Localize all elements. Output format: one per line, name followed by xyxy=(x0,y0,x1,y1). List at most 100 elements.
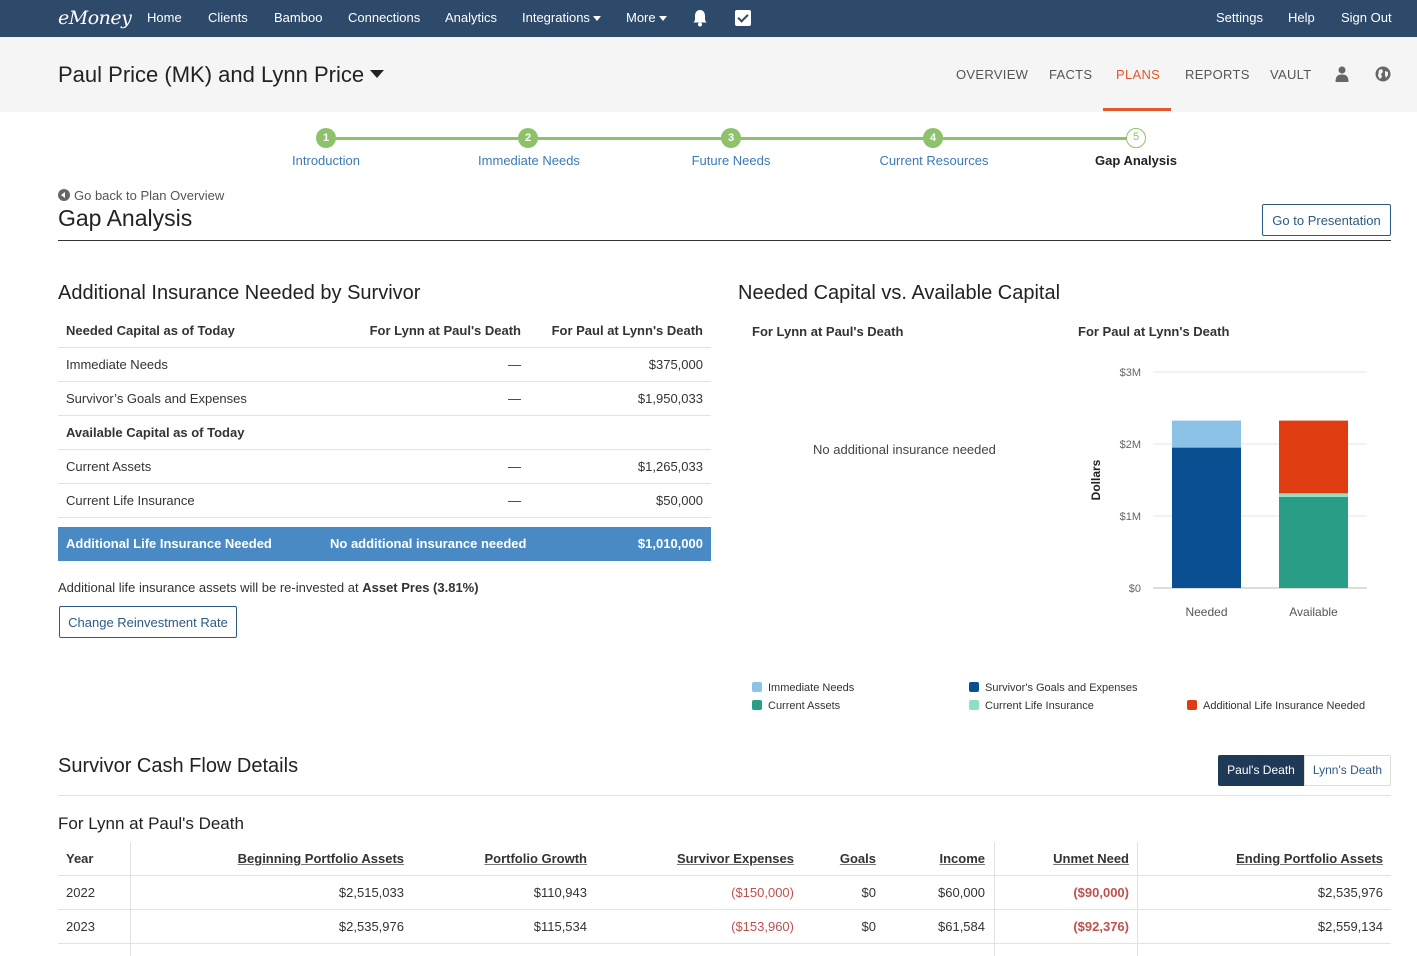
nav-more[interactable]: More xyxy=(626,10,667,25)
step-current-resources[interactable]: Current Resources xyxy=(879,153,989,168)
header-beginning-portfolio[interactable]: Beginning Portfolio Assets xyxy=(237,851,404,866)
step-immediate-needs[interactable]: Immediate Needs xyxy=(478,153,580,168)
nav-bamboo[interactable]: Bamboo xyxy=(274,10,323,25)
nav-clients[interactable]: Clients xyxy=(208,10,248,25)
available-capital-header-row: Available Capital as of Today xyxy=(58,416,711,450)
total-label: Additional Life Insurance Needed xyxy=(66,536,272,551)
total-paul-value: $1,010,000 xyxy=(637,536,703,551)
x-tick-label: Available xyxy=(1289,605,1338,619)
cell-unmet-need: ($90,000) xyxy=(1073,885,1129,900)
toggle-pauls-death[interactable]: Paul's Death xyxy=(1218,755,1304,786)
column-divider xyxy=(994,842,995,956)
header-lynn: For Lynn at Paul's Death xyxy=(369,323,521,338)
caret-down-icon xyxy=(370,70,385,79)
bar-segment-additional-life-insurance-needed[interactable] xyxy=(1279,420,1348,494)
header-portfolio-growth[interactable]: Portfolio Growth xyxy=(484,851,587,866)
back-to-plan-overview-link[interactable]: Go back to Plan Overview xyxy=(58,188,224,203)
back-link-label: Go back to Plan Overview xyxy=(74,188,225,203)
nav-settings[interactable]: Settings xyxy=(1216,10,1263,25)
legend-swatch xyxy=(752,682,762,692)
step-2-dot[interactable]: 2 xyxy=(518,128,538,148)
header-ending-portfolio[interactable]: Ending Portfolio Assets xyxy=(1236,851,1383,866)
nav-integrations[interactable]: Integrations xyxy=(522,10,601,25)
emoney-logo[interactable]: eMoney xyxy=(58,7,132,29)
table-row: Survivor’s Goals and Expenses — $1,950,0… xyxy=(58,382,711,416)
row-lynn-value: — xyxy=(508,493,521,508)
legend-label: Additional Life Insurance Needed xyxy=(1203,700,1366,712)
chart-bars xyxy=(1172,420,1348,588)
nav-help[interactable]: Help xyxy=(1288,10,1315,25)
header-goals[interactable]: Goals xyxy=(839,851,876,866)
header-survivor-expenses[interactable]: Survivor Expenses xyxy=(676,851,794,866)
tab-overview[interactable]: OVERVIEW xyxy=(956,67,1029,82)
tab-reports[interactable]: REPORTS xyxy=(1185,67,1250,82)
y-tick-label: $2M xyxy=(1120,439,1141,451)
go-to-presentation-button[interactable]: Go to Presentation xyxy=(1262,204,1391,236)
row-label: Current Life Insurance xyxy=(66,493,195,508)
row-paul-value: $1,950,033 xyxy=(637,391,703,406)
row-lynn-value: — xyxy=(508,459,521,474)
nav-analytics[interactable]: Analytics xyxy=(445,10,498,25)
y-tick-label: $1M xyxy=(1120,511,1141,523)
arrow-left-circle-icon xyxy=(58,189,70,201)
title-divider xyxy=(58,240,1391,241)
row-label: Survivor’s Goals and Expenses xyxy=(66,391,247,406)
bar-segment-current-assets[interactable] xyxy=(1279,496,1348,588)
cell-goals: $0 xyxy=(861,919,876,934)
tab-plans[interactable]: PLANS xyxy=(1116,67,1161,82)
legend-swatch xyxy=(969,700,979,710)
header-unmet-need[interactable]: Unmet Need xyxy=(1053,851,1129,866)
column-divider xyxy=(130,842,131,956)
cell-goals: $0 xyxy=(861,885,876,900)
row-lynn-value: — xyxy=(508,391,521,406)
step-gap-analysis[interactable]: Gap Analysis xyxy=(1095,153,1177,168)
table-header-row: Needed Capital as of Today For Lynn at P… xyxy=(58,314,711,348)
cell-ending-portfolio: $2,535,976 xyxy=(1317,885,1383,900)
cell-portfolio-growth: $110,943 xyxy=(533,885,587,900)
capital-bar-chart: Dollars $0 $1M $2M $3M Needed Available xyxy=(1089,367,1367,619)
header-needed-capital: Needed Capital as of Today xyxy=(66,323,235,338)
chevron-down-icon xyxy=(592,16,601,22)
step-4-dot[interactable]: 4 xyxy=(923,128,943,148)
cell-ending-portfolio: $2,559,134 xyxy=(1317,919,1383,934)
cell-year: 2022 xyxy=(66,885,95,900)
nav-connections[interactable]: Connections xyxy=(348,10,421,25)
tab-vault[interactable]: VAULT xyxy=(1270,67,1312,82)
bar-segment-survivor-s-goals-and-expenses[interactable] xyxy=(1172,447,1241,588)
cell-beginning-portfolio: $2,535,976 xyxy=(338,919,404,934)
client-selector[interactable]: Paul Price (MK) and Lynn Price xyxy=(58,62,385,88)
legend-item-immediate-needs: Immediate Needs xyxy=(752,682,854,694)
globe-icon[interactable] xyxy=(1375,66,1391,82)
nav-sign-out[interactable]: Sign Out xyxy=(1341,10,1392,25)
reinvestment-note-text: Additional life insurance assets will be… xyxy=(58,580,363,595)
bell-icon[interactable] xyxy=(692,9,708,27)
toggle-lynns-death[interactable]: Lynn's Death xyxy=(1304,755,1391,786)
y-axis-label: Dollars xyxy=(1089,459,1103,500)
tasks-checkbox-icon[interactable] xyxy=(735,10,751,26)
bar-segment-immediate-needs[interactable] xyxy=(1172,420,1241,448)
legend-label: Survivor's Goals and Expenses xyxy=(985,682,1138,694)
top-navbar: eMoney Home Clients Bamboo Connections A… xyxy=(0,0,1417,37)
step-5-dot[interactable]: 5 xyxy=(1126,128,1146,148)
legend-label: Current Assets xyxy=(768,700,841,712)
header-income[interactable]: Income xyxy=(939,851,985,866)
chart-x-labels: Needed Available xyxy=(1185,605,1338,619)
cashflow-table: Year Beginning Portfolio Assets Portfoli… xyxy=(58,842,1391,944)
legend-label: Current Life Insurance xyxy=(985,700,1094,712)
chart-right-subtitle: For Paul at Lynn's Death xyxy=(1078,324,1230,339)
nav-home[interactable]: Home xyxy=(147,10,182,25)
step-3-dot[interactable]: 3 xyxy=(721,128,741,148)
tab-facts[interactable]: FACTS xyxy=(1049,67,1093,82)
header-year: Year xyxy=(66,851,94,866)
header-paul: For Paul at Lynn's Death xyxy=(551,323,703,338)
person-icon[interactable] xyxy=(1335,66,1349,82)
legend-item-survivor-goals: Survivor's Goals and Expenses xyxy=(969,682,1138,694)
nav-more-label: More xyxy=(626,10,656,25)
step-introduction[interactable]: Introduction xyxy=(292,153,360,168)
cashflow-header-row: Year Beginning Portfolio Assets Portfoli… xyxy=(58,842,1391,876)
step-future-needs[interactable]: Future Needs xyxy=(691,153,771,168)
cell-beginning-portfolio: $2,515,033 xyxy=(338,885,404,900)
change-reinvestment-rate-button[interactable]: Change Reinvestment Rate xyxy=(59,606,237,638)
step-1-dot[interactable]: 1 xyxy=(316,128,336,148)
bar-segment-current-life-insurance[interactable] xyxy=(1279,493,1348,497)
